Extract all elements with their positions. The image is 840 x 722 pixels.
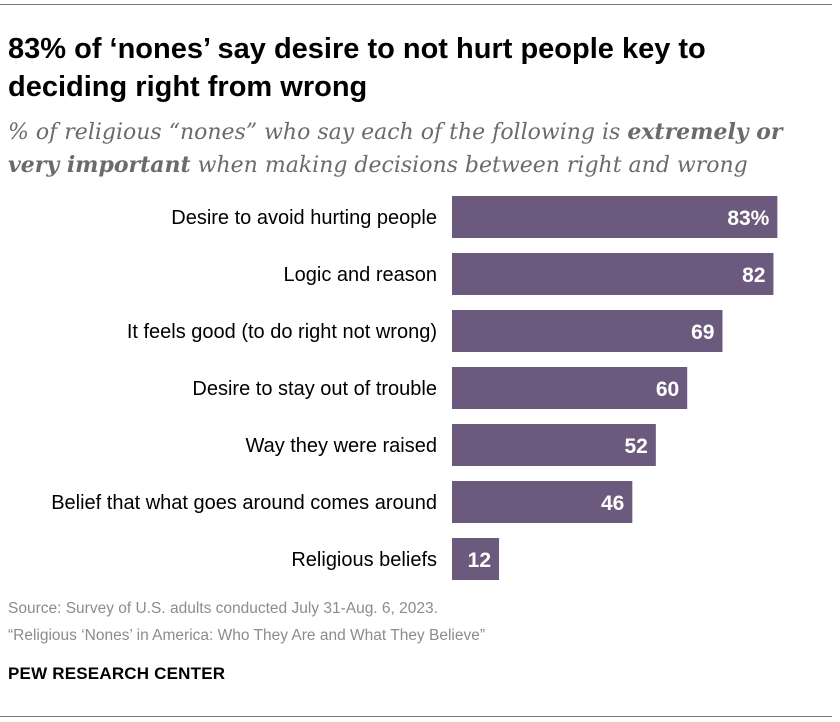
- pew-research-logo: PEW RESEARCH CENTER: [8, 664, 226, 683]
- chart-subtitle: % of religious “nones” who say each of t…: [8, 116, 828, 182]
- value-label-5: 52: [624, 435, 647, 458]
- category-label-5: Way they were raised: [245, 435, 437, 457]
- bar-6: [452, 481, 633, 523]
- category-label-2: Logic and reason: [284, 264, 437, 286]
- category-label-4: Desire to stay out of trouble: [192, 378, 437, 400]
- report-title-note: “Religious ‘Nones’ in America: Who They …: [8, 627, 485, 644]
- value-label-4: 60: [656, 378, 679, 401]
- bar-7: [452, 538, 500, 580]
- bar-2: [452, 253, 774, 295]
- category-label-3: It feels good (to do right not wrong): [127, 321, 437, 343]
- value-label-1: 83%: [727, 207, 769, 230]
- category-label-1: Desire to avoid hurting people: [171, 207, 437, 229]
- value-label-3: 69: [691, 321, 714, 344]
- value-label-7: 12: [468, 549, 491, 572]
- source-note: Source: Survey of U.S. adults conducted …: [8, 600, 438, 617]
- bar-1: [452, 196, 778, 238]
- subtitle-text-2: when making decisions between right and …: [190, 153, 748, 178]
- bar-chart: Desire to avoid hurting people 83% Logic a…: [51, 196, 778, 580]
- subtitle-emphasis: extremely or very important: [8, 119, 783, 178]
- bar-4: [452, 367, 688, 409]
- value-label-2: 82: [742, 264, 765, 287]
- bottom-rule: [0, 716, 832, 717]
- top-rule: [0, 4, 832, 5]
- bar-3: [452, 310, 723, 352]
- value-label-6: 46: [601, 492, 624, 515]
- category-label-7: Religious beliefs: [291, 549, 437, 571]
- bar-5: [452, 424, 656, 466]
- subtitle-text-1: % of religious “nones” who say each of t…: [8, 120, 628, 145]
- chart-title: 83% of ‘nones’ say desire to not hurt pe…: [8, 33, 706, 103]
- category-label-6: Belief that what goes around comes aroun…: [51, 492, 437, 514]
